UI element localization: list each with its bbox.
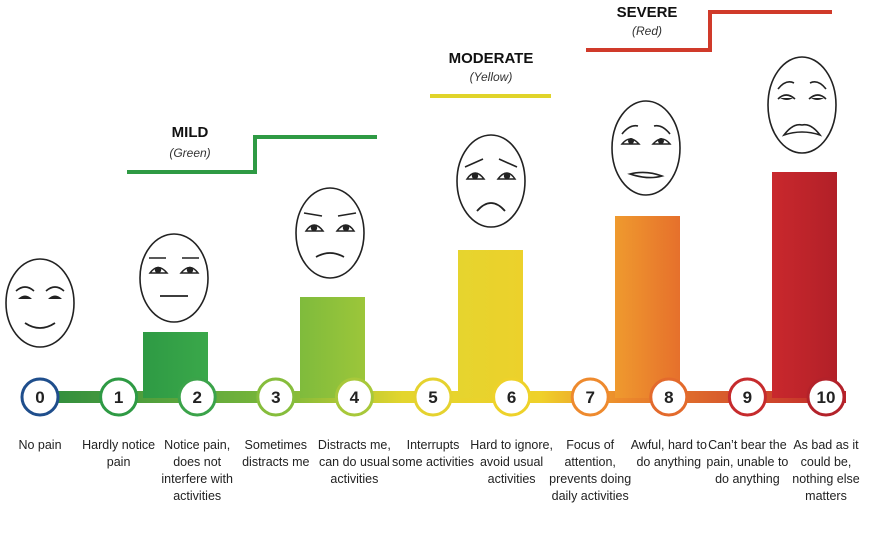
level-number: 8 xyxy=(664,388,673,407)
face-worried-icon xyxy=(295,187,365,279)
level-marker-3: 3 xyxy=(256,377,296,417)
level-marker-6: 6 xyxy=(492,377,532,417)
level-marker-10: 10 xyxy=(806,377,846,417)
level-description: Hardly notice pain xyxy=(82,438,156,469)
level-description: As bad as it could be, nothing else matt… xyxy=(792,438,860,503)
bar-level-9 xyxy=(772,172,837,398)
level-circle xyxy=(649,377,689,417)
face-sad-icon xyxy=(456,134,526,228)
level-number: 9 xyxy=(743,388,752,407)
level-marker-9: 9 xyxy=(727,377,767,417)
level-description: No pain xyxy=(18,438,62,452)
level-circle xyxy=(20,377,60,417)
category-mild-label: MILD xyxy=(172,124,209,141)
bar-level-7 xyxy=(615,216,680,398)
face-happy-icon xyxy=(5,258,75,348)
bar-level-5 xyxy=(458,250,523,398)
face-crying-icon xyxy=(767,56,837,154)
level-number: 4 xyxy=(350,388,360,407)
mild-step-line xyxy=(127,135,377,174)
level-description: Sometimes distracts me xyxy=(242,438,310,469)
level-circle xyxy=(806,377,846,417)
level-marker-4: 4 xyxy=(334,377,374,417)
level-circle xyxy=(492,377,532,417)
level-description: Distracts me, can do usual activities xyxy=(317,438,391,486)
level-marker-2: 2 xyxy=(177,377,217,417)
face-distressed-icon xyxy=(611,100,681,196)
level-marker-1: 1 xyxy=(99,377,139,417)
level-marker-8: 8 xyxy=(649,377,689,417)
level-marker-7: 7 xyxy=(570,377,610,417)
level-description: Notice pain, does not interfere with act… xyxy=(161,438,233,503)
level-circle xyxy=(256,377,296,417)
level-circle xyxy=(99,377,139,417)
category-mild-sublabel: (Green) xyxy=(169,146,210,160)
category-moderate-sublabel: (Yellow) xyxy=(470,70,513,84)
level-description: Can’t bear the pain, unable to do anythi… xyxy=(706,438,789,486)
level-circle xyxy=(334,377,374,417)
level-number: 2 xyxy=(192,388,201,407)
level-circle xyxy=(413,377,453,417)
level-number: 10 xyxy=(817,388,836,407)
level-number: 5 xyxy=(428,388,437,407)
level-number: 6 xyxy=(507,388,516,407)
level-marker-5: 5 xyxy=(413,377,453,417)
level-circle xyxy=(570,377,610,417)
severe-step-line xyxy=(586,10,832,52)
level-circle xyxy=(727,377,767,417)
level-number: 3 xyxy=(271,388,280,407)
category-moderate-label: MODERATE xyxy=(449,50,534,67)
level-description: Awful, hard to do anything xyxy=(630,438,707,469)
category-severe-label: SEVERE xyxy=(617,4,678,21)
level-description: Interrupts some activities xyxy=(392,438,474,469)
level-marker-0: 0 xyxy=(20,377,60,417)
level-description: Focus of attention, prevents doing daily… xyxy=(549,438,632,503)
level-circle xyxy=(177,377,217,417)
category-severe-sublabel: (Red) xyxy=(632,24,662,38)
level-number: 1 xyxy=(114,388,123,407)
level-number: 7 xyxy=(585,388,594,407)
face-neutral-icon xyxy=(139,233,209,323)
level-description: Hard to ignore, avoid usual activities xyxy=(470,438,553,486)
level-number: 0 xyxy=(35,388,44,407)
